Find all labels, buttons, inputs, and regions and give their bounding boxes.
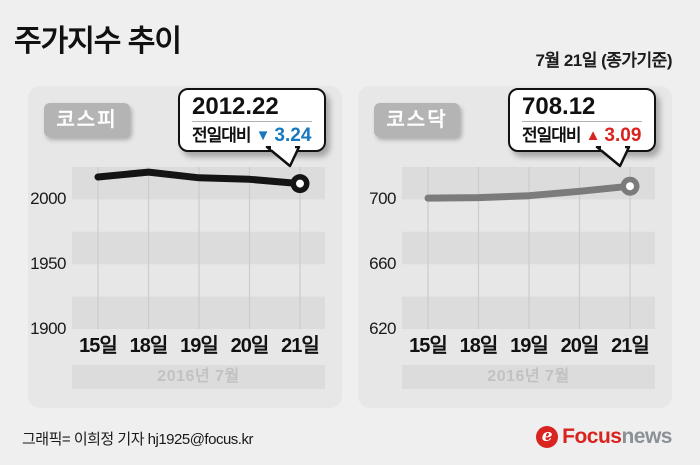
x-tick-label: 20일 [230, 335, 270, 357]
month-band: 2016년 7월 [402, 365, 655, 389]
down-triangle-icon: ▼ [255, 127, 271, 144]
kosdaq-callout-change: 전일대비 ▲ 3.09 [522, 123, 642, 148]
y-tick-label: 1950 [30, 254, 66, 274]
month-band: 2016년 7월 [72, 365, 325, 389]
kosdaq-callout: 708.12 전일대비 ▲ 3.09 [508, 88, 656, 152]
date-note: 7월 21일 (종가기준) [535, 51, 673, 70]
x-tick-label: 20일 [560, 335, 600, 357]
last-point-marker-center [626, 182, 634, 191]
last-point-marker-center [296, 179, 304, 188]
focusnews-icon: e [536, 426, 559, 448]
price-line [94, 168, 304, 188]
callout-tail [265, 146, 301, 168]
x-tick-label: 15일 [79, 335, 118, 357]
kospi-chart-panel: 코스피 2012.22 전일대비 ▼ 3.24 2000 1950 1900 15일 1… [28, 86, 342, 408]
kosdaq-plot [402, 167, 655, 329]
y-tick-label: 660 [369, 254, 396, 274]
focusnews-logo: e Focus news [536, 425, 672, 449]
change-label: 전일대비 [522, 126, 582, 145]
kosdaq-callout-value: 708.12 [522, 93, 596, 120]
y-tick-label: 1900 [30, 319, 66, 338]
y-tick-label: 700 [369, 189, 396, 209]
change-label: 전일대비 [192, 126, 252, 145]
kosdaq-chart-panel: 코스닥 708.12 전일대비 ▲ 3.09 700 660 620 15일 18일 19… [358, 86, 672, 408]
x-tick-label: 18일 [129, 335, 169, 357]
x-tick-label: 19일 [180, 335, 219, 357]
x-tick-label: 18일 [459, 335, 499, 357]
chart-canvas [72, 167, 325, 329]
credit-line: 그래픽= 이희정 기자 hj1925@focus.kr [22, 431, 253, 448]
x-tick-label: 21일 [281, 335, 320, 357]
page-title: 주가지수 추이 [14, 25, 182, 58]
x-tick-label: 21일 [611, 335, 650, 357]
kospi-callout-change: 전일대비 ▼ 3.24 [192, 123, 312, 148]
kospi-plot [72, 167, 325, 329]
x-tick-label: 15일 [409, 335, 448, 357]
chart-canvas [402, 167, 655, 329]
price-line [424, 182, 634, 202]
callout-divider [522, 121, 642, 122]
y-tick-label: 620 [369, 319, 396, 338]
x-tick-label: 19일 [510, 335, 549, 357]
change-value: 3.24 [274, 125, 312, 146]
logo-text-news: news [621, 425, 672, 448]
change-value: 3.09 [604, 125, 642, 146]
y-tick-label: 2000 [30, 189, 66, 209]
kosdaq-badge: 코스닥 [374, 103, 460, 137]
logo-text-focus: Focus [562, 425, 622, 448]
callout-tail [595, 146, 631, 168]
up-triangle-icon: ▲ [585, 127, 601, 144]
kospi-callout: 2012.22 전일대비 ▼ 3.24 [178, 88, 326, 152]
callout-divider [192, 121, 312, 122]
kospi-callout-value: 2012.22 [192, 93, 279, 120]
kospi-badge: 코스피 [44, 103, 130, 137]
